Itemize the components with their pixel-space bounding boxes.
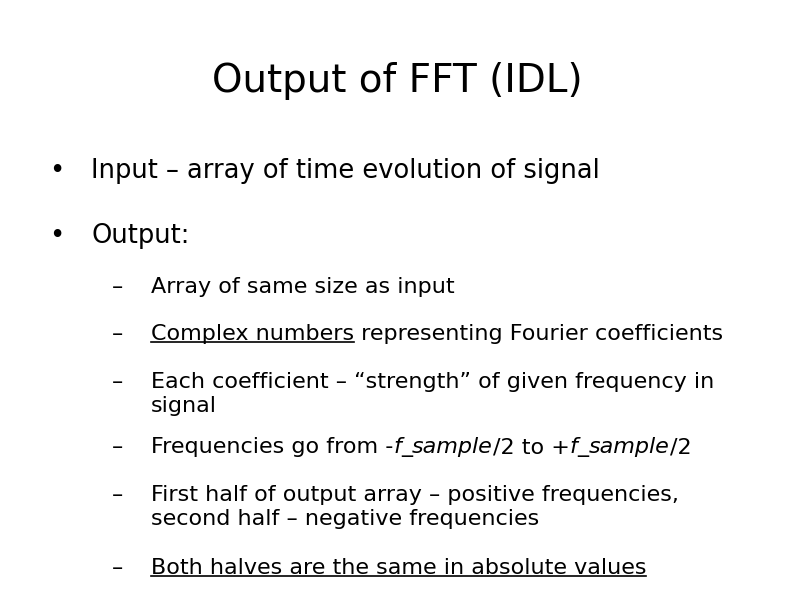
Text: Input – array of time evolution of signal: Input – array of time evolution of signa… xyxy=(91,158,600,184)
Text: –: – xyxy=(112,485,123,505)
Text: •: • xyxy=(49,223,65,249)
Text: Array of same size as input: Array of same size as input xyxy=(151,277,454,297)
Text: –: – xyxy=(112,277,123,297)
Text: Output:: Output: xyxy=(91,223,190,249)
Text: –: – xyxy=(112,324,123,345)
Text: representing Fourier coefficients: representing Fourier coefficients xyxy=(354,324,723,345)
Text: /2 to +: /2 to + xyxy=(493,437,570,458)
Text: Frequencies go from -: Frequencies go from - xyxy=(151,437,393,458)
Text: Each coefficient – “strength” of given frequency in
signal: Each coefficient – “strength” of given f… xyxy=(151,372,714,416)
Text: f: f xyxy=(393,437,401,458)
Text: _: _ xyxy=(401,437,412,458)
Text: sample: sample xyxy=(412,437,493,458)
Text: Both halves are the same in absolute values: Both halves are the same in absolute val… xyxy=(151,558,646,578)
Text: Output of FFT (IDL): Output of FFT (IDL) xyxy=(212,62,582,101)
Text: –: – xyxy=(112,558,123,578)
Text: –: – xyxy=(112,437,123,458)
Text: Complex numbers: Complex numbers xyxy=(151,324,354,345)
Text: –: – xyxy=(112,372,123,392)
Text: First half of output array – positive frequencies,
second half – negative freque: First half of output array – positive fr… xyxy=(151,485,679,529)
Text: f: f xyxy=(570,437,578,458)
Text: •: • xyxy=(49,158,65,184)
Text: sample: sample xyxy=(588,437,669,458)
Text: /2: /2 xyxy=(669,437,692,458)
Text: _: _ xyxy=(578,437,588,458)
